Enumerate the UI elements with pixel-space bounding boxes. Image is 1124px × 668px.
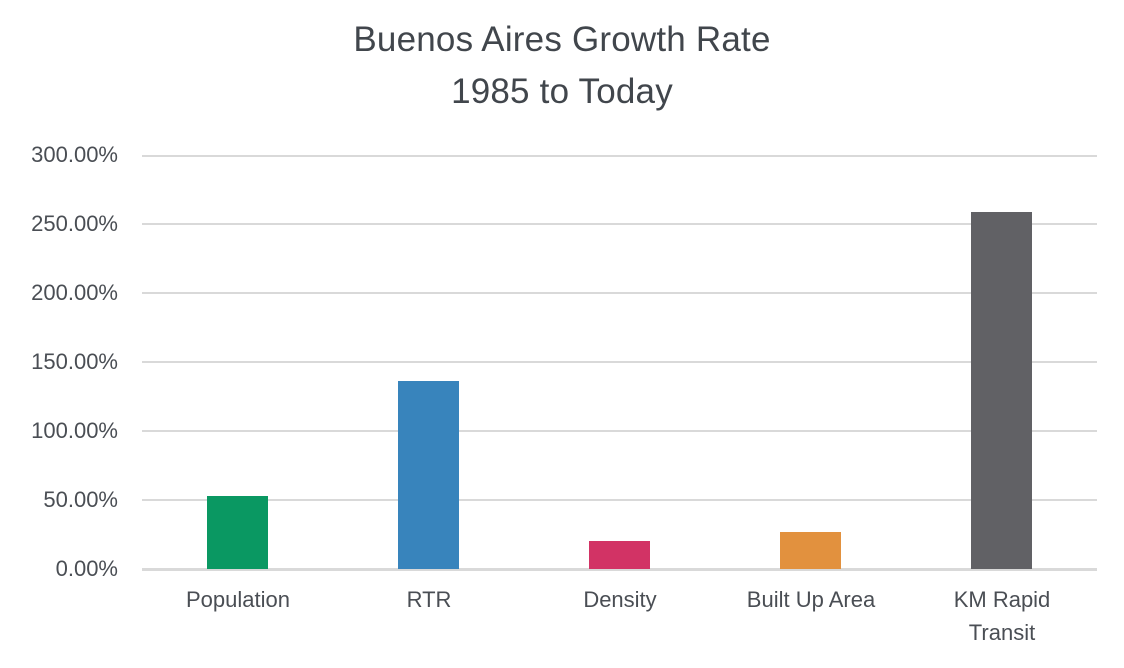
gridline-250pct	[142, 223, 1097, 225]
gridline-150pct	[142, 361, 1097, 363]
bar-population	[207, 496, 268, 569]
x-axis-category-label: Density	[583, 587, 657, 612]
y-axis-tick-label: 100.00%	[31, 418, 118, 443]
x-axis-category-label: Built Up Area	[746, 587, 876, 612]
y-axis-tick-label: 250.00%	[31, 211, 118, 236]
y-axis-tick-label: 50.00%	[43, 487, 118, 512]
gridline-100pct	[142, 430, 1097, 432]
x-axis-category-label: RTR	[406, 587, 452, 612]
bar-density	[589, 541, 650, 569]
chart-title-line2: 1985 to Today	[451, 72, 673, 111]
x-axis-category-label: KM Rapid Transit	[953, 587, 1051, 645]
y-axis-tick-label: 150.00%	[31, 349, 118, 374]
y-axis-tick-label: 200.00%	[31, 280, 118, 305]
gridline-200pct	[142, 292, 1097, 294]
gridline-0pct	[142, 568, 1097, 571]
bar-built-up-area	[780, 532, 841, 569]
bar-rtr	[398, 381, 459, 569]
gridline-50pct	[142, 499, 1097, 501]
chart-title: Buenos Aires Growth Rate 1985 to Today	[0, 14, 1124, 118]
x-axis-category-label: Population	[186, 587, 290, 612]
plot-area	[142, 155, 1097, 571]
y-axis-tick-label: 0.00%	[55, 556, 118, 581]
bar-km-rapid-transit	[971, 212, 1032, 569]
chart-title-line1: Buenos Aires Growth Rate	[353, 20, 771, 59]
y-axis-tick-label: 300.00%	[31, 142, 118, 167]
gridline-300pct	[142, 155, 1097, 157]
